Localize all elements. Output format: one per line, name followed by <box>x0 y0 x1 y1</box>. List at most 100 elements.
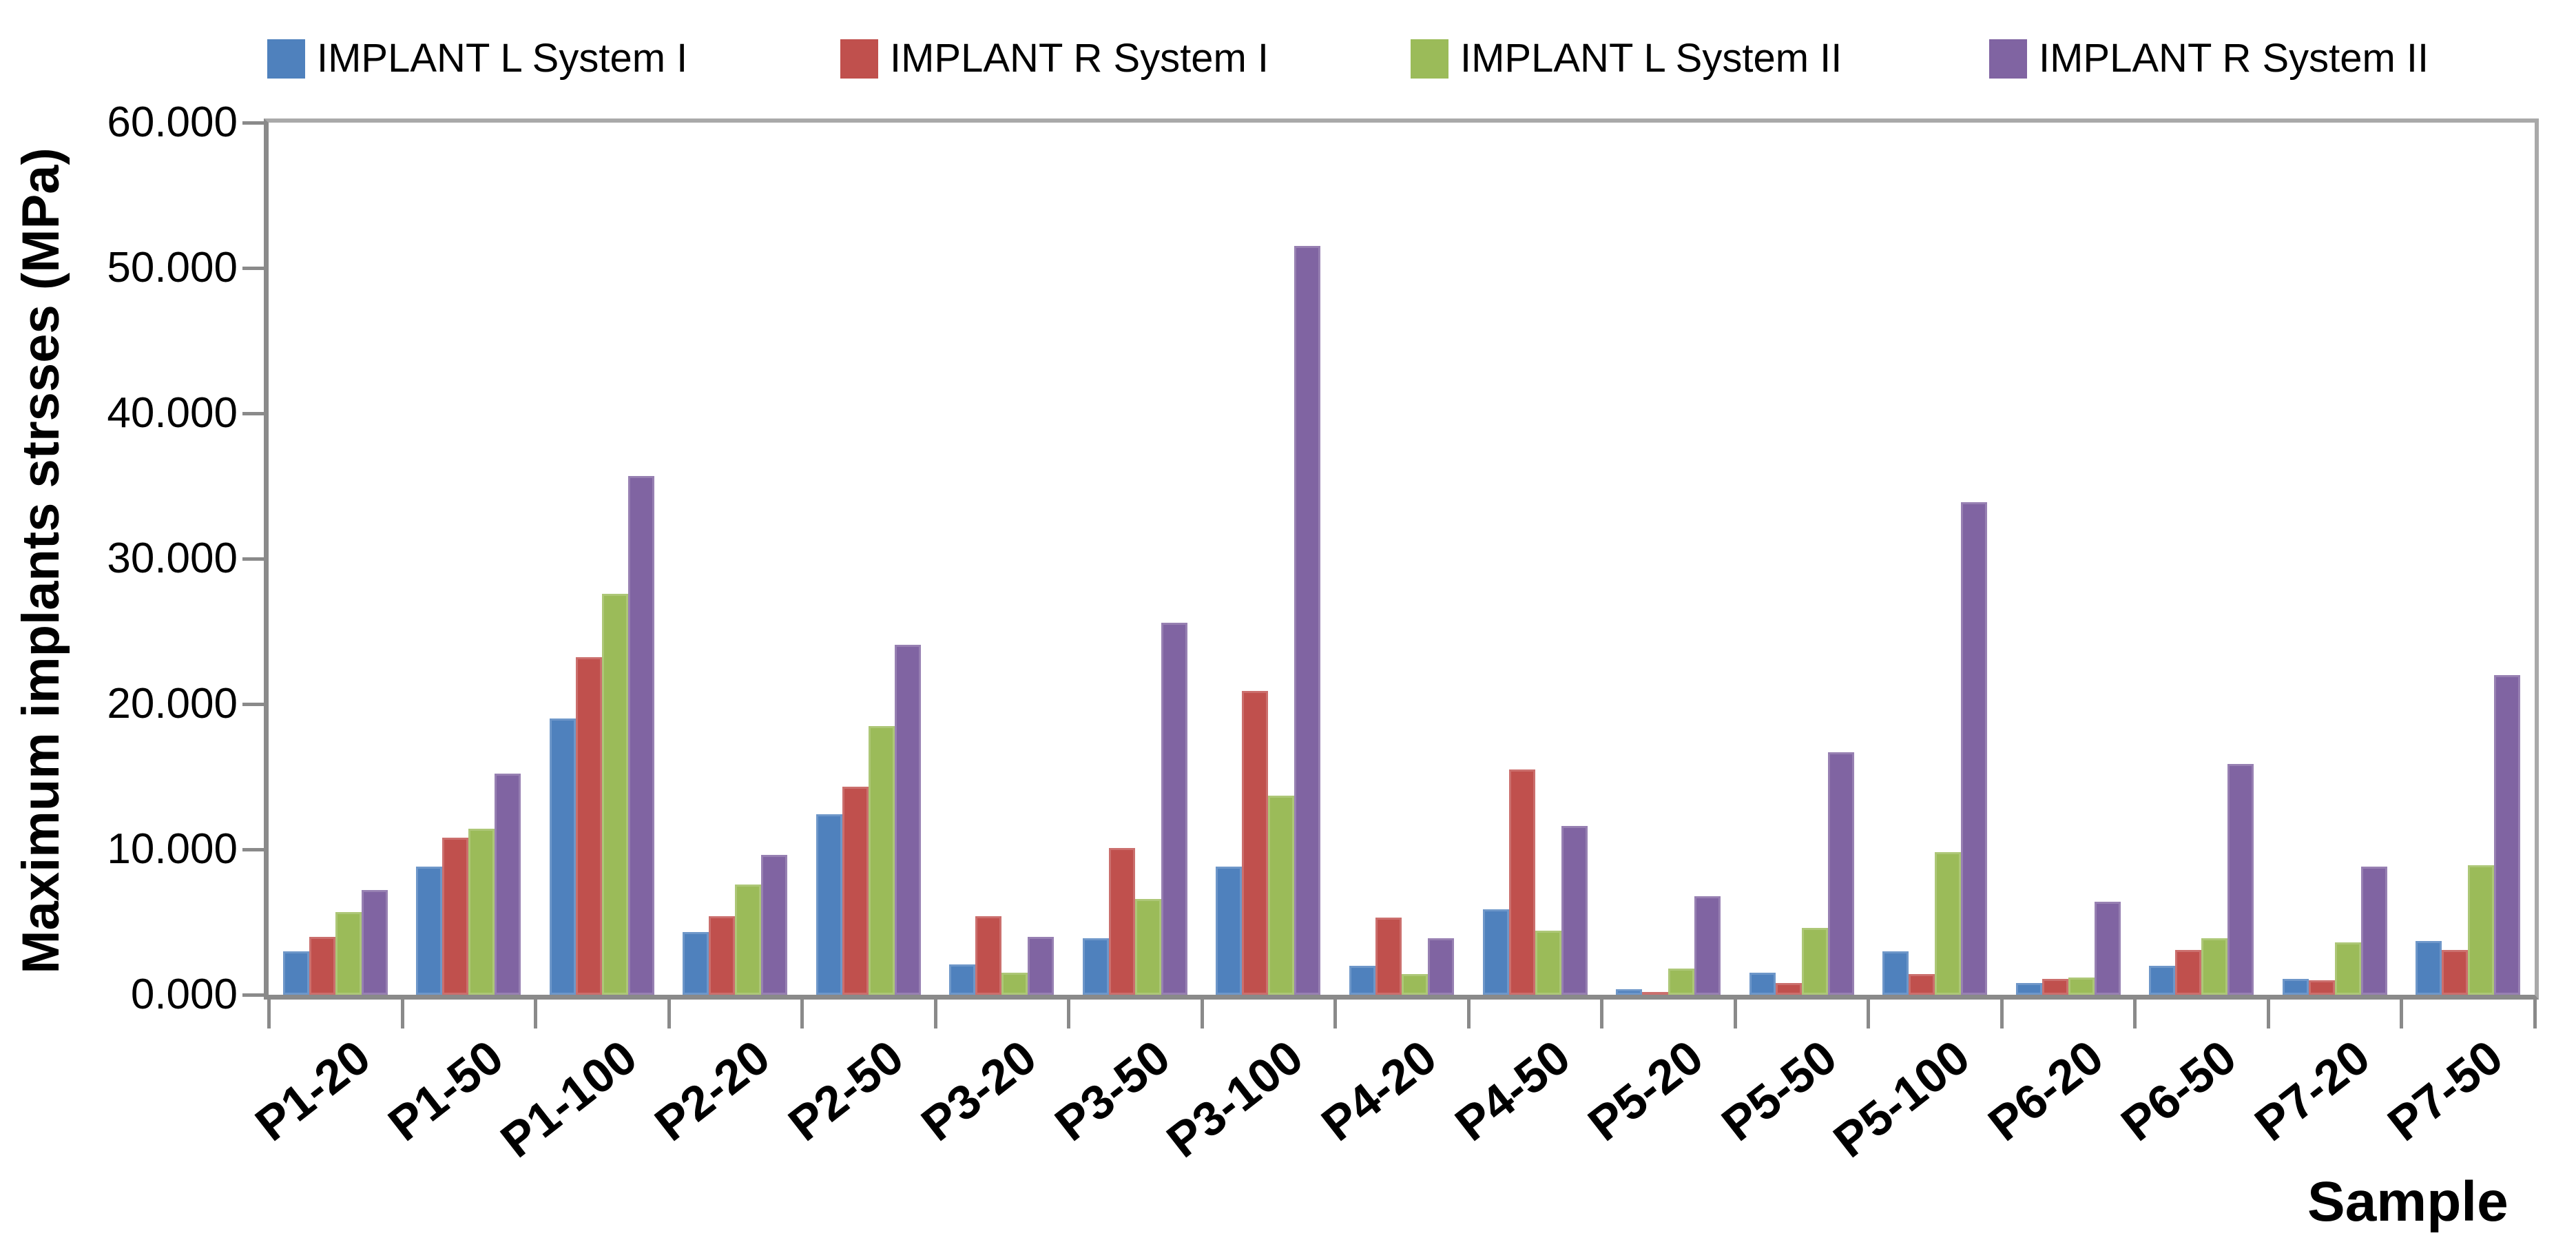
bar <box>2334 942 2361 995</box>
y-tick-mark <box>242 267 265 270</box>
y-tick-label: 20.000 <box>107 680 238 727</box>
y-tick-mark <box>242 993 265 997</box>
bar <box>549 718 576 995</box>
bar <box>1668 969 1695 995</box>
bar <box>1749 973 1776 995</box>
x-tick-mark <box>1466 1000 1471 1028</box>
legend-item: IMPLANT L System I <box>267 36 687 81</box>
y-tick-mark <box>242 557 265 561</box>
bar <box>282 951 309 995</box>
bar <box>761 855 788 995</box>
x-tick-mark <box>2533 1000 2537 1028</box>
bar <box>361 890 388 995</box>
bar <box>495 774 521 995</box>
y-tick-mark <box>242 121 265 125</box>
bar <box>1349 965 1375 995</box>
bar <box>1882 951 1909 995</box>
bar <box>2149 965 2176 995</box>
y-tick-label: 40.000 <box>107 389 238 437</box>
legend-swatch-icon <box>1411 39 1448 79</box>
bar <box>1642 991 1669 995</box>
x-tick-mark <box>1600 1000 1604 1028</box>
bar <box>1801 927 1828 995</box>
x-tick-mark <box>2266 1000 2270 1028</box>
bar <box>2042 978 2068 995</box>
bar <box>894 644 921 995</box>
bar <box>949 964 976 995</box>
y-tick-mark <box>242 412 265 415</box>
legend-swatch-icon <box>840 39 878 79</box>
x-tick-mark <box>1333 1000 1338 1028</box>
bar <box>1508 769 1535 995</box>
bar <box>2494 674 2521 995</box>
y-tick-label: 50.000 <box>107 244 238 291</box>
bar <box>1482 909 1509 995</box>
legend-swatch-icon <box>1989 39 2027 79</box>
bar <box>2360 867 2387 995</box>
legend-label: IMPLANT L System II <box>1460 36 1842 81</box>
x-tick-mark <box>1999 1000 2004 1028</box>
bar <box>2201 938 2228 995</box>
bar <box>1961 502 1988 995</box>
bar <box>2175 949 2202 995</box>
legend-item: IMPLANT L System II <box>1411 36 1842 81</box>
bar <box>1028 936 1055 995</box>
bar <box>2416 940 2442 995</box>
bar <box>2015 983 2042 995</box>
legend-item: IMPLANT R System I <box>840 36 1269 81</box>
bar <box>1294 246 1321 995</box>
x-tick-mark <box>667 1000 671 1028</box>
bar <box>1242 691 1269 995</box>
bar <box>683 932 709 995</box>
bar <box>575 657 602 995</box>
y-axis-title: Maximum implants strsses (MPa) <box>12 147 70 974</box>
x-tick-mark <box>1200 1000 1204 1028</box>
bar <box>816 814 842 995</box>
bar <box>335 911 362 995</box>
bar <box>1827 752 1854 995</box>
bar <box>2068 977 2095 995</box>
bar <box>1161 622 1187 995</box>
y-tick-mark <box>242 703 265 706</box>
bar <box>309 936 335 995</box>
bar <box>601 593 628 995</box>
bar <box>2094 901 2121 995</box>
bar <box>2227 763 2254 995</box>
bar <box>1935 852 1962 995</box>
legend-swatch-icon <box>267 39 305 79</box>
x-tick-mark <box>1867 1000 1871 1028</box>
x-tick-mark <box>267 1000 271 1028</box>
bar <box>1694 896 1721 995</box>
bar <box>1375 918 1402 995</box>
bar <box>1428 938 1454 995</box>
bar <box>975 916 1002 995</box>
bar <box>1216 867 1243 995</box>
bar <box>2308 980 2335 995</box>
bar <box>1561 826 1588 995</box>
bar <box>709 916 736 995</box>
bar <box>868 725 895 995</box>
y-tick-label: 10.000 <box>107 825 238 873</box>
legend-label: IMPLANT R System II <box>2039 36 2429 81</box>
bar <box>735 884 762 995</box>
bar <box>1082 938 1109 995</box>
bar <box>1616 989 1643 995</box>
bar <box>442 838 469 995</box>
x-tick-mark <box>400 1000 404 1028</box>
bar <box>1775 983 1802 995</box>
bar <box>1108 847 1135 995</box>
x-tick-mark <box>2133 1000 2137 1028</box>
bar <box>1909 974 1935 995</box>
y-tick-label: 30.000 <box>107 535 238 582</box>
y-tick-label: 60.000 <box>107 99 238 146</box>
chart-legend: IMPLANT L System I IMPLANT R System I IMPL… <box>0 0 2576 96</box>
bar <box>1535 931 1561 995</box>
x-tick-mark <box>800 1000 804 1028</box>
x-tick-mark <box>534 1000 538 1028</box>
x-axis-title: Sample <box>2307 1170 2509 1233</box>
y-tick-label: 0.000 <box>130 971 238 1018</box>
y-tick-mark <box>242 848 265 851</box>
bar <box>1268 795 1295 995</box>
x-tick-mark <box>933 1000 937 1028</box>
